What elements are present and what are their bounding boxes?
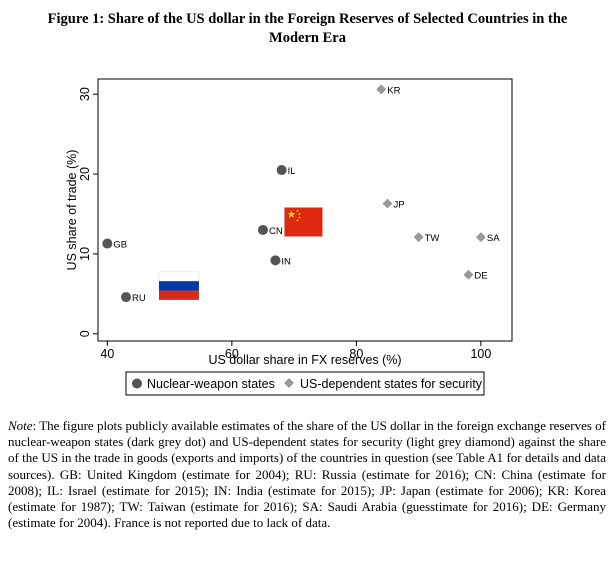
point-ru — [121, 292, 132, 303]
note-text: : The figure plots publicly available es… — [8, 418, 606, 531]
note-label: Note — [8, 418, 33, 433]
legend-box — [125, 371, 485, 396]
x-axis-title: US dollar share in FX reserves (%) — [208, 353, 401, 367]
legend-circle-marker — [132, 378, 142, 389]
point-de — [463, 269, 474, 280]
flag-russia-icon — [158, 271, 200, 300]
point-jp — [382, 198, 393, 209]
point-label-cn: CN — [269, 226, 283, 237]
legend: Nuclear-weapon states US-dependent state… — [125, 371, 485, 396]
y-tick-label: 20 — [78, 167, 92, 181]
flag-china-icon — [284, 207, 323, 237]
point-il — [276, 165, 287, 176]
point-label-tw: TW — [425, 233, 440, 244]
point-tw — [413, 232, 424, 243]
legend-label-us-dependent: US-dependent states for security — [300, 377, 483, 391]
x-tick-label: 80 — [349, 347, 363, 361]
x-tick-label: 40 — [100, 347, 114, 361]
y-tick-label: 30 — [78, 87, 92, 101]
point-sa — [475, 232, 486, 243]
point-cn — [257, 224, 268, 235]
x-tick-label: 100 — [470, 347, 491, 361]
figure-note: Note: The figure plots publicly availabl… — [8, 418, 606, 531]
y-tick-label: 10 — [78, 247, 92, 261]
point-label-ru: RU — [132, 293, 146, 304]
x-tick-label: 60 — [225, 347, 239, 361]
scatter-chart: 40 60 80 100 0 10 20 30 GB RU CN IL IN KR JP TW SA DE US… — [65, 78, 513, 396]
point-label-gb: GB — [113, 240, 127, 251]
point-label-de: DE — [474, 271, 487, 282]
figure-title-line1: Figure 1: Share of the US dollar in the … — [47, 11, 568, 27]
legend-label-nuclear: Nuclear-weapon states — [147, 377, 275, 391]
y-tick-label: 0 — [78, 330, 92, 337]
figure-title-line2: Modern Era — [269, 30, 346, 46]
point-label-in: IN — [281, 256, 291, 267]
point-label-il: IL — [288, 166, 296, 177]
figure-title: Figure 1: Share of the US dollar in the … — [20, 10, 595, 48]
point-label-jp: JP — [393, 200, 404, 211]
point-gb — [102, 238, 113, 249]
point-label-kr: KR — [387, 85, 400, 96]
point-in — [270, 255, 281, 266]
y-axis-title: US share of trade (%) — [65, 150, 79, 271]
legend-diamond-marker — [284, 378, 294, 388]
point-label-sa: SA — [487, 233, 500, 244]
